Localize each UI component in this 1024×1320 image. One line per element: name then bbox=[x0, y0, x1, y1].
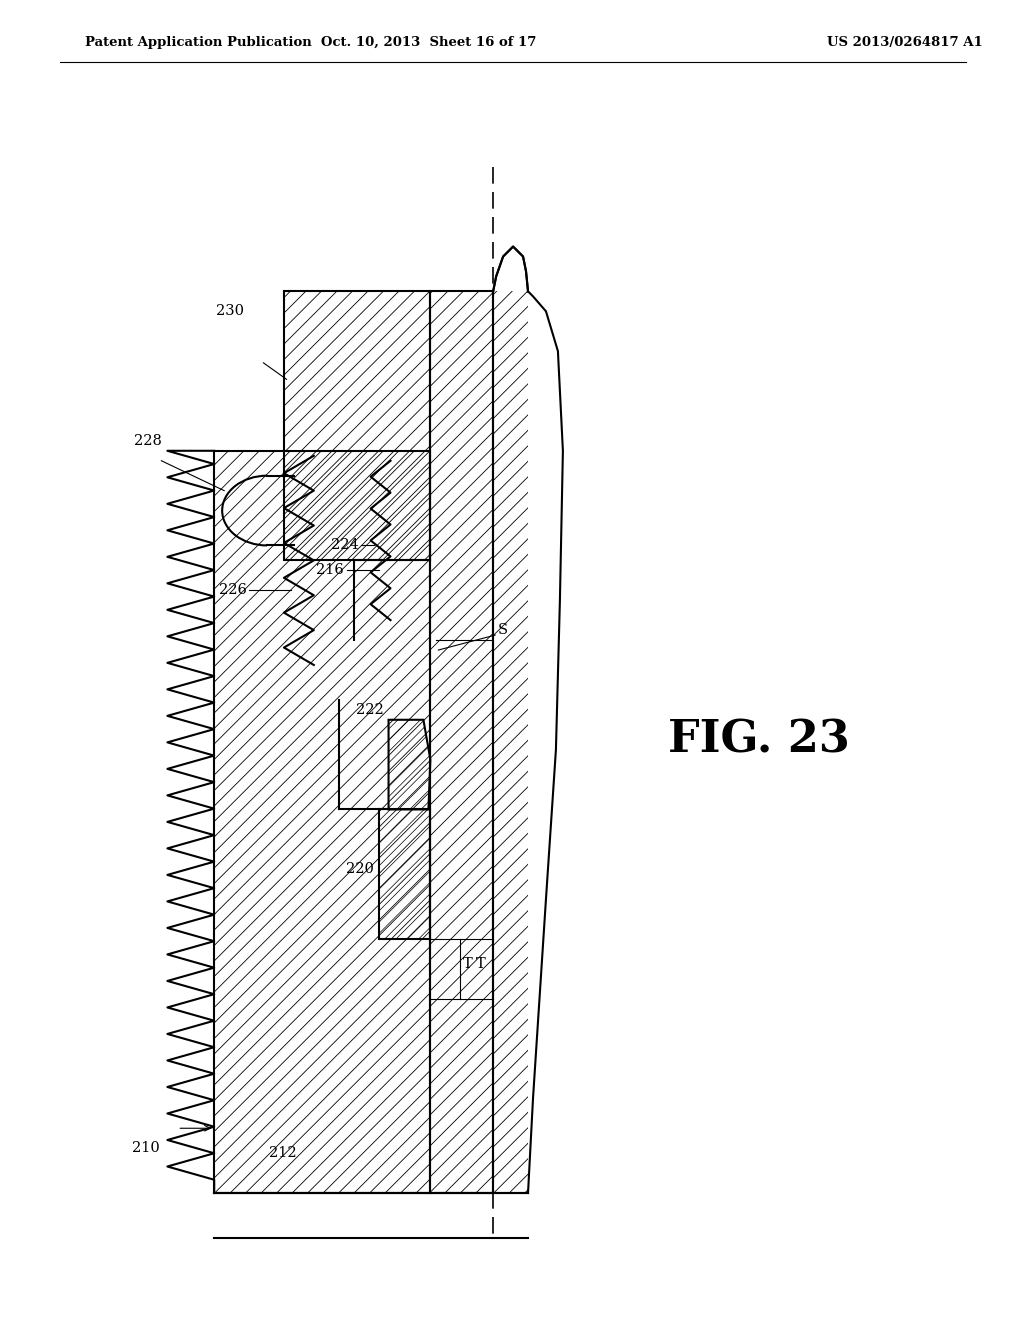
Text: 226: 226 bbox=[219, 583, 247, 597]
Text: Oct. 10, 2013  Sheet 16 of 17: Oct. 10, 2013 Sheet 16 of 17 bbox=[321, 36, 537, 49]
Text: US 2013/0264817 A1: US 2013/0264817 A1 bbox=[827, 36, 983, 49]
Text: 210: 210 bbox=[132, 1142, 160, 1155]
Text: Patent Application Publication: Patent Application Publication bbox=[85, 36, 311, 49]
Text: S: S bbox=[498, 623, 508, 638]
Text: 222: 222 bbox=[355, 702, 384, 717]
Text: 220: 220 bbox=[346, 862, 374, 876]
Text: 230: 230 bbox=[216, 305, 244, 318]
Text: 216: 216 bbox=[316, 564, 344, 577]
Text: 228: 228 bbox=[133, 434, 162, 447]
Text: T: T bbox=[463, 957, 473, 972]
Text: 212: 212 bbox=[269, 1146, 297, 1160]
Text: FIG. 23: FIG. 23 bbox=[668, 718, 849, 762]
Text: T: T bbox=[476, 957, 486, 972]
Text: 224: 224 bbox=[331, 539, 358, 553]
